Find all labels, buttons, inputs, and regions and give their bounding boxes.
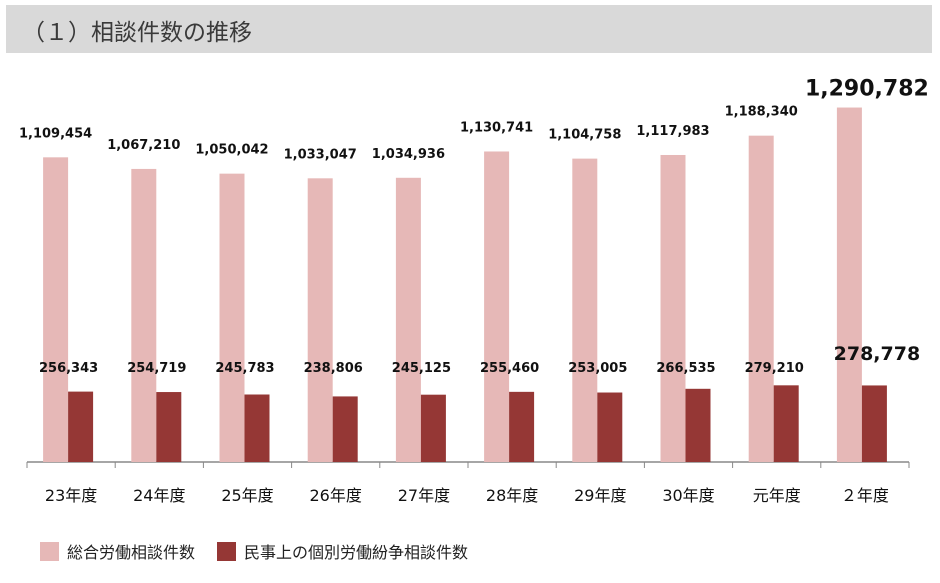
x-tick-label: 23年度 (45, 486, 97, 505)
bar-dispute (861, 385, 887, 462)
data-label-dispute: 245,783 (215, 361, 274, 376)
bar-total (572, 158, 598, 462)
legend-label-dispute: 民事上の個別労働紛争相談件数 (244, 543, 469, 562)
legend-item-total: 総合労働相談件数 (40, 539, 195, 563)
bar-total (307, 178, 333, 463)
x-tick-label: 27年度 (398, 486, 450, 505)
bar-dispute (685, 388, 711, 462)
x-tick-label: 29年度 (574, 486, 626, 505)
bar-dispute (420, 394, 446, 462)
data-label-dispute: 245,125 (392, 361, 451, 376)
data-label-dispute: 255,460 (480, 361, 539, 376)
bar-dispute (597, 392, 623, 462)
data-label-dispute: 278,778 (834, 343, 921, 365)
bar-dispute (68, 391, 94, 462)
section-header: （１）相談件数の推移 (6, 5, 932, 53)
x-tick-label: ２年度 (841, 486, 889, 505)
x-tick-label: 26年度 (310, 486, 362, 505)
bar-total (484, 151, 510, 462)
data-label-total: 1,050,042 (195, 143, 268, 158)
legend-item-dispute: 民事上の個別労働紛争相談件数 (217, 539, 468, 563)
legend-label-total: 総合労働相談件数 (67, 543, 196, 562)
x-tick-label: 30年度 (662, 486, 714, 505)
data-label-dispute: 266,535 (656, 361, 715, 376)
data-label-total: 1,034,936 (372, 147, 445, 162)
page-title: （１）相談件数の推移 (22, 20, 252, 46)
data-label-total: 1,290,782 (805, 77, 929, 102)
data-label-dispute: 256,343 (39, 361, 98, 376)
data-label-total: 1,067,210 (107, 138, 180, 153)
x-tick-label: 元年度 (753, 486, 801, 505)
data-label-dispute: 279,210 (745, 361, 804, 376)
bar-total (660, 154, 686, 462)
data-label-total: 1,033,047 (284, 147, 357, 162)
data-label-dispute: 238,806 (304, 361, 363, 376)
bar-dispute (156, 392, 182, 462)
bar-total (395, 177, 421, 462)
data-label-dispute: 254,719 (127, 361, 186, 376)
data-label-total: 1,109,454 (19, 126, 92, 141)
x-tick-label: 25年度 (221, 486, 273, 505)
data-label-total: 1,188,340 (725, 105, 798, 120)
bar-total (836, 107, 862, 462)
bar-dispute (773, 385, 799, 462)
data-label-total: 1,104,758 (548, 128, 621, 143)
bar-dispute (509, 391, 535, 462)
bar-dispute (244, 394, 270, 462)
bar-dispute (332, 396, 358, 462)
legend-swatch-total (40, 541, 59, 561)
data-label-total: 1,117,983 (636, 124, 709, 139)
bar-total (748, 135, 774, 462)
bar-total (219, 173, 245, 462)
legend-swatch-dispute (217, 541, 237, 561)
bar-total (131, 168, 157, 462)
legend: 総合労働相談件数 民事上の個別労働紛争相談件数 (40, 536, 490, 566)
data-label-total: 1,130,741 (460, 120, 533, 135)
x-tick-label: 28年度 (486, 486, 538, 505)
bar-total (43, 157, 69, 463)
data-label-dispute: 253,005 (568, 361, 627, 376)
x-tick-label: 24年度 (133, 486, 185, 505)
